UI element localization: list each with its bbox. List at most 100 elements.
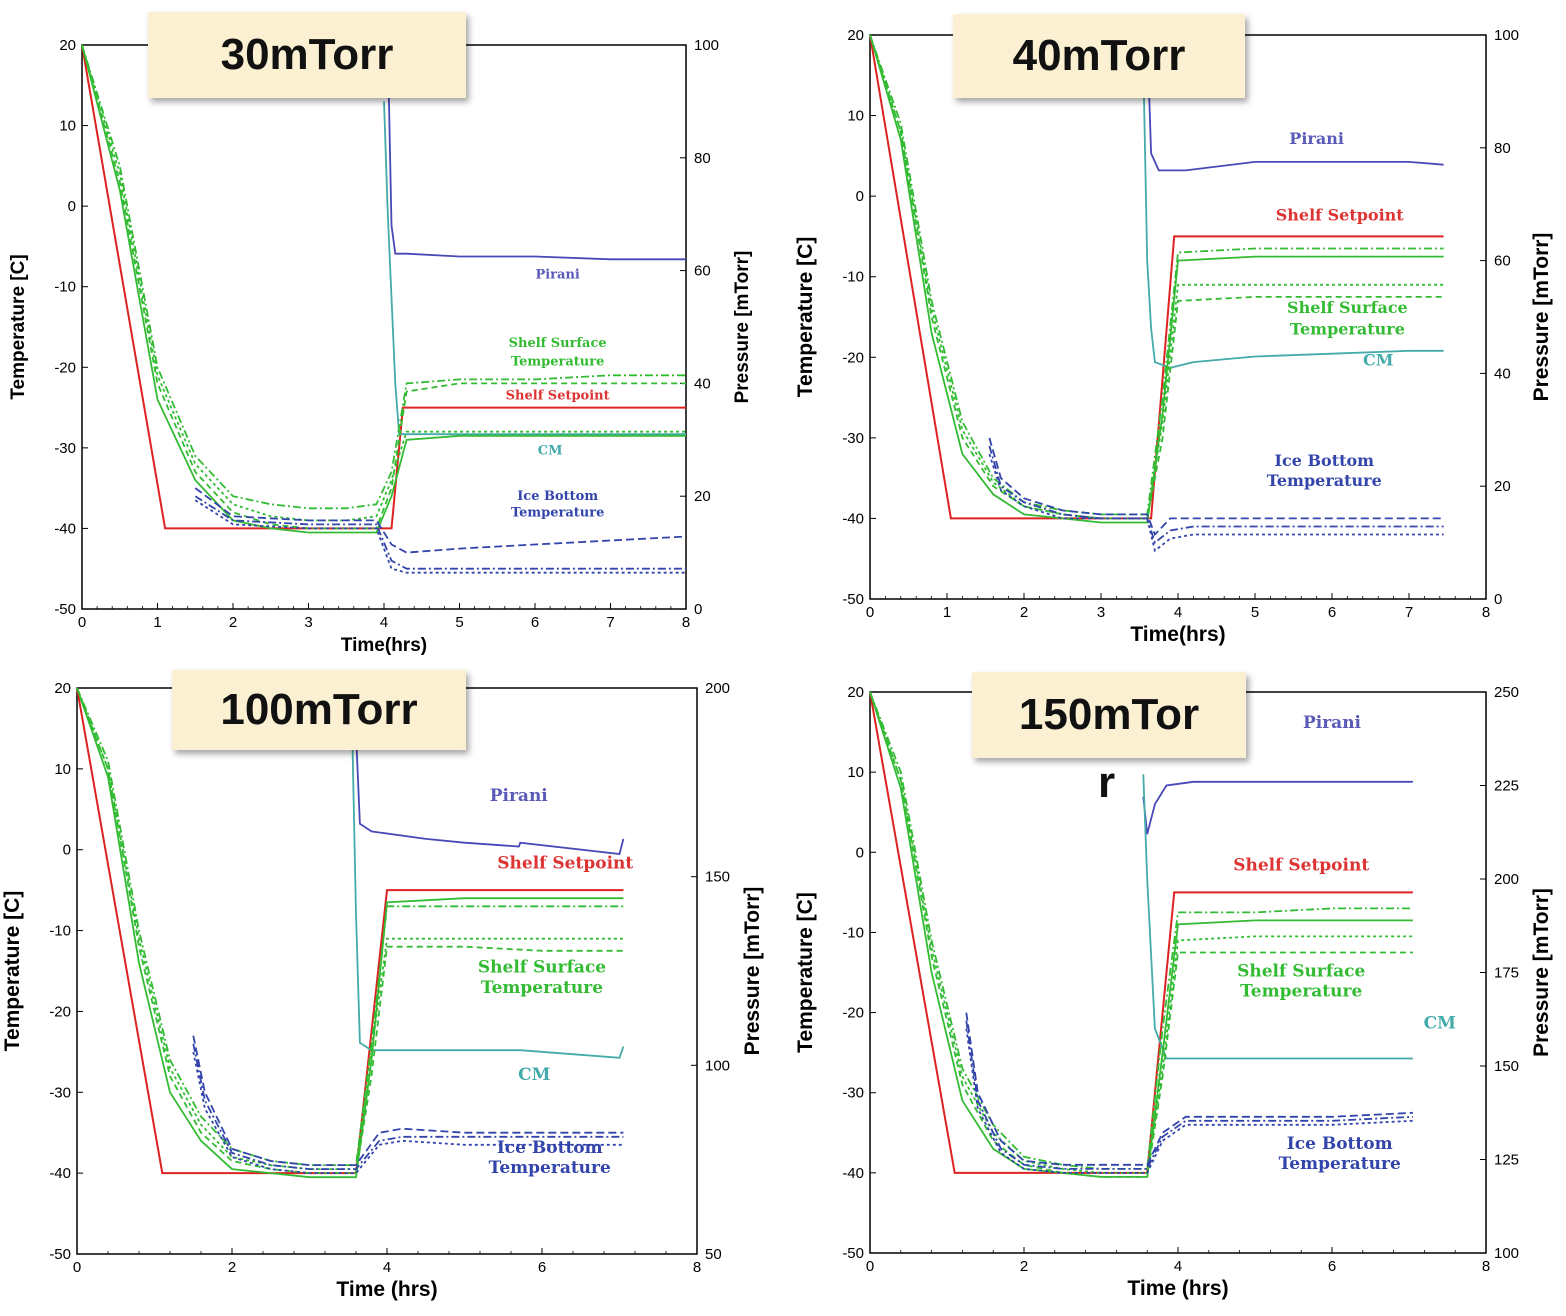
y2-tick-label: 100: [705, 1057, 730, 1074]
series-line-cm: [383, 101, 686, 436]
series-line-3: [76, 687, 624, 1174]
plot-frame: [81, 44, 687, 610]
chart-annotation: Temperature: [1240, 982, 1362, 1002]
series-line-5: [76, 687, 624, 1179]
chart-annotation: Ice Bottom: [1275, 451, 1375, 470]
y2-tick-label: 60: [1494, 253, 1511, 270]
x-tick-label: 1: [153, 614, 161, 631]
x-tick-label: 2: [1020, 1258, 1028, 1275]
y-tick-label: -50: [49, 1246, 71, 1263]
y-tick-label: 10: [847, 108, 864, 125]
y-tick-label: -50: [54, 601, 76, 618]
y-tick-label: -40: [842, 1165, 864, 1182]
chart-annotation: CM: [538, 443, 563, 458]
chart-annotation: Temperature: [489, 1158, 611, 1178]
x-tick-label: 1: [943, 604, 951, 621]
chart-annotation: CM: [1363, 350, 1393, 369]
chart-panel-40mtorr: 0 1 2 3 4 5 6 7 8 20 10 0 -10 -20 -30 -40 -50 100 80 60 40 20…: [783, 0, 1566, 658]
x-tick-label: 3: [1097, 604, 1105, 621]
chart-annotation: CM: [518, 1065, 551, 1085]
y-tick-label: -40: [54, 520, 76, 537]
series-line-4: [81, 44, 686, 510]
y2-tick-label: 225: [1494, 778, 1519, 795]
y-tick-label: 0: [63, 842, 71, 859]
y2-tick-label: 40: [1494, 365, 1511, 382]
series-line-6: [869, 691, 1413, 1174]
chart-annotation: Pirani: [490, 786, 549, 806]
x-tick-label: 5: [1251, 604, 1259, 621]
y2-tick-label: 150: [1494, 1058, 1519, 1075]
chart-annotation: CM: [1424, 1014, 1457, 1034]
y-tick-label: -40: [49, 1165, 71, 1182]
chart-panel-30mtorr: 0 1 2 3 4 5 6 7 8 20 10 0 -10 -20 -30 -40 -50 100 80 60 40 20…: [0, 0, 783, 658]
series-line-8: [192, 1043, 624, 1171]
series-line-pirani: [1142, 780, 1413, 835]
chart-annotation: Temperature: [511, 505, 604, 520]
series-line-pirani: [1146, 34, 1444, 172]
series-line-9: [988, 453, 1444, 553]
series-line-4: [76, 687, 624, 1167]
chart-annotation: Temperature: [1279, 1154, 1401, 1174]
x-tick-label: 3: [304, 614, 312, 631]
chart-title-extra: r: [1098, 758, 1116, 807]
x-tick-label: 2: [1020, 604, 1028, 621]
y2-tick-label: 50: [705, 1246, 722, 1263]
chart-annotation: Pirani: [1289, 129, 1344, 148]
y-tick-label: -10: [842, 924, 864, 941]
x-axis-label: Time(hrs): [1130, 623, 1225, 646]
x-tick-label: 6: [1328, 604, 1336, 621]
x-axis-label: Time (hrs): [1127, 1277, 1228, 1300]
chart-annotation: Pirani: [535, 268, 579, 283]
series-line-7: [192, 1035, 624, 1167]
chart-title: 150mTor: [972, 672, 1246, 758]
chart-annotation: Temperature: [481, 978, 603, 998]
chart-annotation: Ice Bottom: [517, 489, 598, 504]
y-tick-label: -50: [842, 591, 864, 608]
x-tick-label: 4: [383, 1259, 391, 1276]
y2-tick-label: 200: [1494, 871, 1519, 888]
x-tick-label: 0: [866, 604, 874, 621]
x-axis-label: Time (hrs): [336, 1278, 437, 1301]
y-axis-label: Temperature [C]: [8, 254, 29, 399]
series-line-cm: [351, 725, 625, 1059]
chart-annotation: Temperature: [1267, 471, 1382, 490]
y-tick-label: -50: [842, 1245, 864, 1262]
chart-annotation: Shelf Setpoint: [506, 389, 610, 404]
chart-panel-150mtorr: 0 2 4 6 8 20 10 0 -10 -20 -30 -40 -50 250 225 200 175 150…: [783, 658, 1566, 1316]
chart-title: 100mTorr: [172, 670, 466, 750]
series-line-shelf-setpoint: [869, 34, 1444, 520]
y2-tick-label: 80: [1494, 140, 1511, 157]
x-tick-label: 5: [455, 614, 463, 631]
x-axis-label: Time(hrs): [341, 635, 427, 656]
x-tick-label: 7: [1405, 604, 1413, 621]
x-tick-label: 6: [538, 1259, 546, 1276]
x-tick-label: 8: [693, 1259, 701, 1276]
x-tick-label: 6: [1328, 1258, 1336, 1275]
chart-annotation: Ice Bottom: [1287, 1134, 1393, 1154]
chart-annotation: Ice Bottom: [497, 1138, 603, 1158]
x-tick-label: 8: [682, 614, 690, 631]
series-line-9: [965, 1028, 1413, 1174]
y2-tick-label: 0: [694, 601, 702, 618]
y-tick-label: 10: [54, 761, 71, 778]
chart-annotation: Pirani: [1303, 713, 1362, 733]
y2-tick-label: 20: [1494, 478, 1511, 495]
chart-svg-150mtorr: 0 2 4 6 820100-10-20-30-40-50250225200175150…: [794, 684, 1553, 1300]
y2-tick-label: 250: [1494, 684, 1519, 701]
y-tick-label: 0: [856, 188, 864, 205]
x-tick-label: 2: [228, 1259, 236, 1276]
series-line-5: [81, 44, 686, 534]
y-tick-label: 20: [847, 27, 864, 44]
x-tick-label: 8: [1482, 604, 1490, 621]
y-axis-label: Temperature [C]: [794, 892, 817, 1053]
y2-tick-label: 60: [694, 263, 711, 280]
y-tick-label: -10: [54, 279, 76, 296]
series-line-5: [869, 691, 1413, 1178]
plot-frame: [76, 687, 698, 1255]
y2-tick-label: 100: [694, 37, 719, 54]
x-tick-label: 0: [78, 614, 86, 631]
y2-axis-label: Pressure [mTorr]: [732, 251, 753, 404]
y-tick-label: 20: [59, 37, 76, 54]
y-tick-label: -30: [49, 1084, 71, 1101]
chart-annotation: Shelf Surface: [1237, 962, 1365, 982]
